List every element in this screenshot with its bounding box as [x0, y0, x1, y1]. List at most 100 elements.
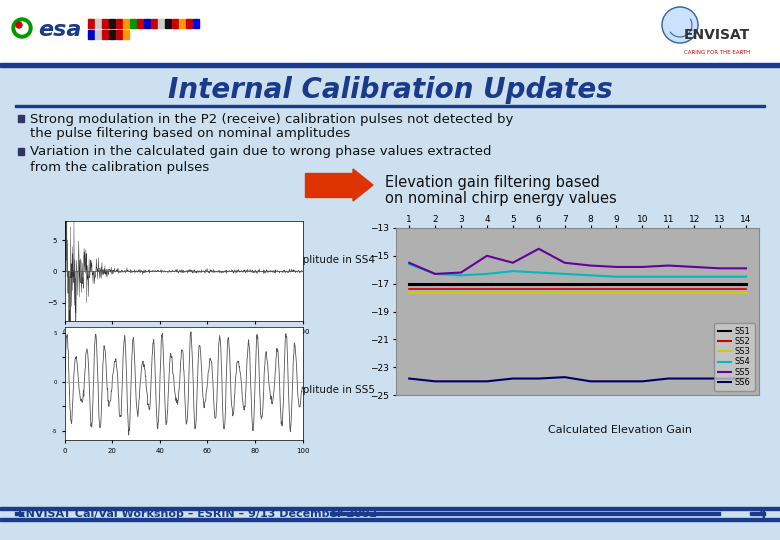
Circle shape [12, 18, 32, 38]
Bar [0, 518, 780, 521]
SS5 [560, 260, 569, 266]
Bar [109, 30, 115, 39]
SS4 [586, 272, 595, 279]
Bar [18, 115, 24, 122]
Bar [186, 19, 192, 28]
Text: 4: 4 [757, 508, 767, 521]
Bar [15, 512, 23, 515]
Bar [88, 19, 94, 28]
Text: Variation in the calculated gain due to wrong phase values extracted: Variation in the calculated gain due to … [30, 145, 491, 159]
SS4 [405, 261, 414, 267]
SS3 [405, 290, 414, 296]
SS6 [560, 374, 569, 380]
Bar [102, 19, 108, 28]
Bar [15, 105, 765, 107]
Bar [130, 19, 136, 28]
SS2 [638, 285, 647, 292]
Text: the pulse filtering based on nominal amplitudes: the pulse filtering based on nominal amp… [30, 127, 350, 140]
Text: ENVISAT: ENVISAT [684, 28, 750, 42]
SS6 [586, 378, 595, 384]
Bar [193, 19, 199, 28]
Bar [123, 30, 129, 39]
SS1 [586, 280, 595, 287]
SS2 [482, 285, 491, 292]
Bar [0, 510, 780, 518]
SS1 [508, 280, 517, 287]
SS2 [560, 285, 569, 292]
Circle shape [662, 7, 698, 43]
SS2 [456, 285, 466, 292]
SS5 [612, 264, 621, 270]
SS5 [741, 265, 750, 272]
Bar [158, 19, 164, 28]
SS6 [405, 375, 414, 382]
SS2 [534, 285, 544, 292]
Bar [137, 19, 143, 28]
SS1 [638, 280, 647, 287]
Polygon shape [353, 169, 373, 201]
SS5 [431, 271, 440, 277]
Circle shape [16, 22, 28, 34]
SS2 [586, 285, 595, 292]
SS4 [534, 269, 544, 276]
SS3 [560, 290, 569, 296]
Bar [102, 30, 108, 39]
Text: Internal Calibration Updates: Internal Calibration Updates [168, 76, 612, 104]
SS4 [638, 273, 647, 280]
Bar [88, 30, 94, 39]
Text: Strong modulation in the P2 (receive) calibration pulses not detected by: Strong modulation in the P2 (receive) ca… [30, 112, 513, 125]
Bar [0, 507, 780, 510]
SS2 [431, 285, 440, 292]
Bar [330, 512, 720, 515]
Text: Calculated Elevation Gain: Calculated Elevation Gain [548, 425, 692, 435]
SS2 [405, 285, 414, 292]
SS3 [508, 290, 517, 296]
Text: CARING FOR THE EARTH: CARING FOR THE EARTH [684, 50, 750, 55]
Text: esa: esa [38, 20, 81, 40]
SS3 [715, 290, 725, 296]
SS1 [715, 280, 725, 287]
SS5 [534, 246, 544, 252]
SS5 [405, 260, 414, 266]
Bar [151, 19, 157, 28]
SS1 [431, 280, 440, 287]
SS6 [508, 375, 517, 382]
SS4 [741, 273, 750, 280]
SS6 [612, 378, 621, 384]
Bar [123, 19, 129, 28]
SS3 [741, 290, 750, 296]
SS5 [456, 269, 466, 276]
SS6 [534, 375, 544, 382]
SS1 [534, 280, 544, 287]
Bar [18, 148, 24, 155]
Bar [144, 19, 150, 28]
SS6 [456, 378, 466, 384]
SS1 [664, 280, 673, 287]
SS1 [690, 280, 699, 287]
SS3 [482, 290, 491, 296]
SS6 [690, 375, 699, 382]
SS5 [638, 264, 647, 270]
SS1 [405, 280, 414, 287]
SS3 [431, 290, 440, 296]
SS1 [560, 280, 569, 287]
Legend: SS1, SS2, SS3, SS4, SS5, SS6: SS1, SS2, SS3, SS4, SS5, SS6 [714, 322, 755, 391]
SS4 [664, 273, 673, 280]
SS3 [638, 290, 647, 296]
SS1 [741, 280, 750, 287]
SS6 [482, 378, 491, 384]
SS2 [664, 285, 673, 292]
SS4 [560, 271, 569, 277]
Bar [750, 512, 765, 515]
SS5 [508, 260, 517, 266]
Bar [95, 19, 101, 28]
SS5 [664, 262, 673, 269]
SS3 [534, 290, 544, 296]
Circle shape [16, 22, 22, 28]
SS5 [690, 264, 699, 270]
SS6 [638, 378, 647, 384]
SS2 [741, 285, 750, 292]
Text: on nominal chirp energy values: on nominal chirp energy values [385, 191, 617, 206]
SS4 [612, 273, 621, 280]
SS3 [586, 290, 595, 296]
